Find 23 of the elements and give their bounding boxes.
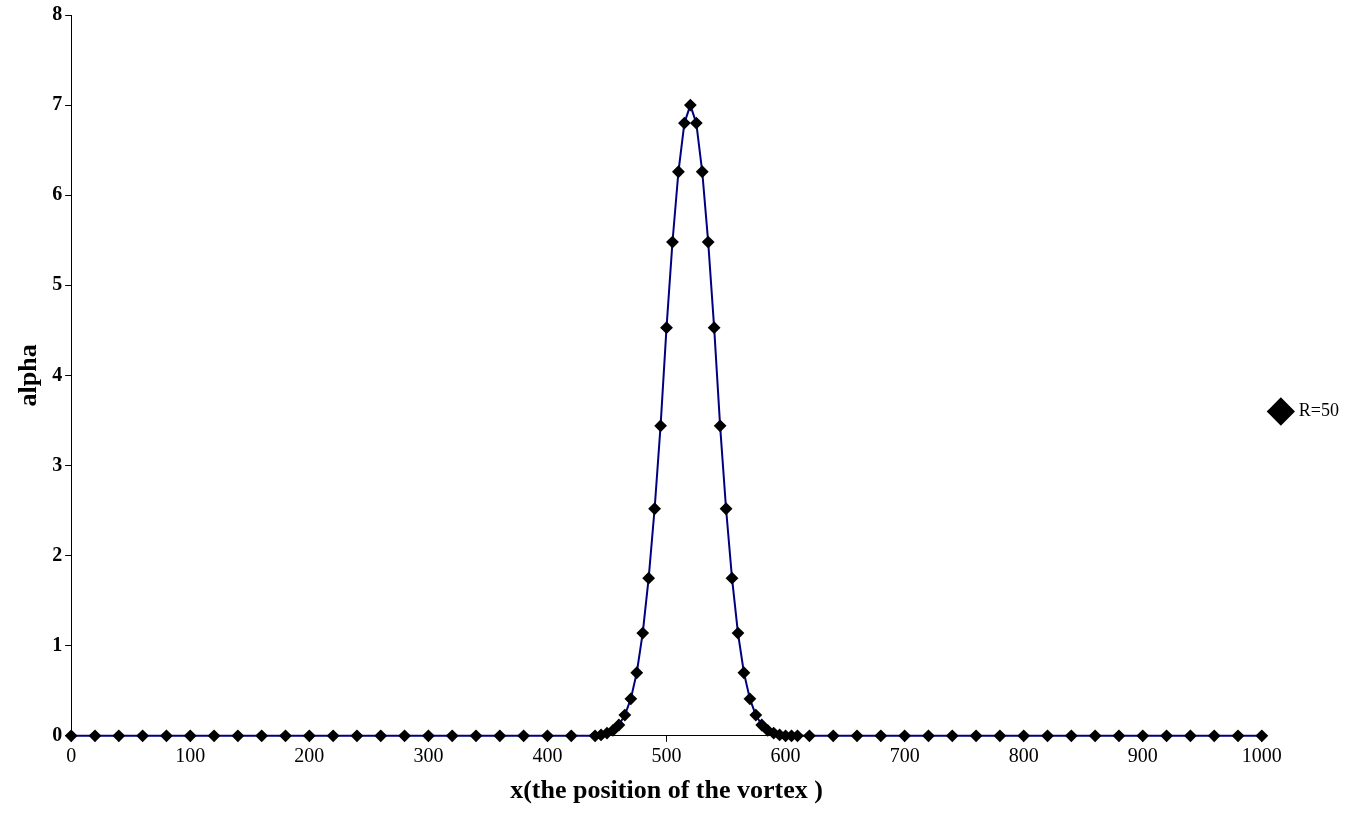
y-tick-label: 2 (52, 542, 63, 565)
x-tick-label: 100 (175, 744, 206, 767)
x-tick-label: 1000 (1241, 744, 1282, 767)
x-tick-label: 600 (770, 744, 801, 767)
y-tick-label: 8 (52, 2, 63, 25)
x-tick-label: 500 (651, 744, 682, 767)
y-tick-label: 6 (52, 182, 63, 205)
x-tick-label: 300 (413, 744, 444, 767)
x-tick-label: 800 (1008, 744, 1039, 767)
y-tick-label: 7 (52, 92, 63, 115)
y-tick-label: 4 (52, 362, 63, 385)
y-tick-label: 3 (52, 452, 63, 475)
x-axis-title: x(the position of the vortex ) (510, 775, 823, 805)
x-tick-label: 400 (532, 744, 563, 767)
legend-label: R=50 (1298, 400, 1340, 421)
y-tick-label: 5 (52, 272, 63, 295)
x-tick-label: 900 (1127, 744, 1158, 767)
y-tick-label: 0 (52, 722, 63, 745)
x-tick-label: 200 (294, 744, 325, 767)
y-tick-label: 1 (52, 632, 63, 655)
x-tick-label: 0 (66, 744, 77, 767)
y-axis-title: alpha (13, 344, 43, 407)
x-tick-label: 700 (889, 744, 920, 767)
